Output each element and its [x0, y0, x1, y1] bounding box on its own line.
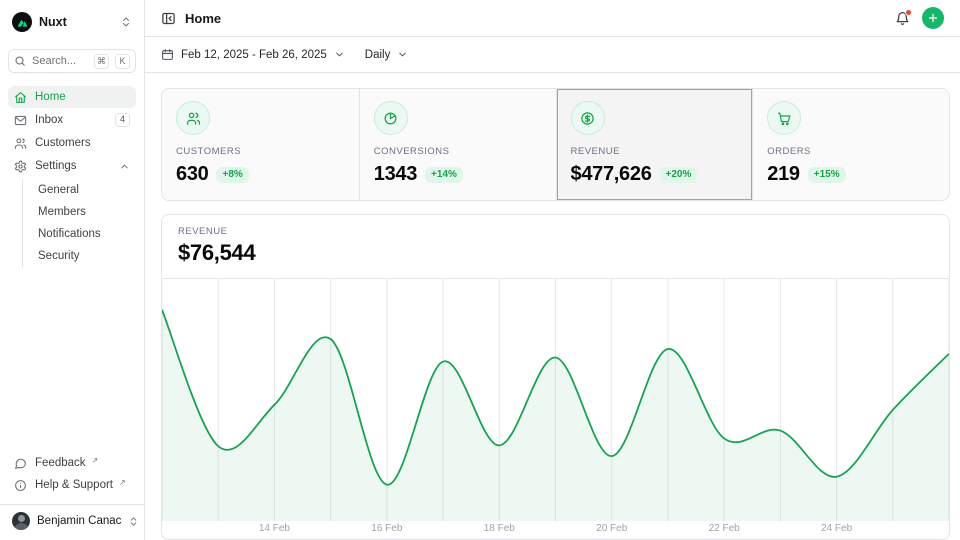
stat-delta-badge: +14% [425, 166, 463, 183]
dashboard-content: CUSTOMERS 630 +8% CONVERSIONS 1343 +14% [145, 73, 960, 540]
stats-row: CUSTOMERS 630 +8% CONVERSIONS 1343 +14% [161, 88, 950, 201]
search-icon [14, 55, 26, 67]
x-axis-tick-label: 14 Feb [258, 523, 290, 534]
panel-left-close-icon[interactable] [161, 11, 176, 26]
filters-toolbar: Feb 12, 2025 - Feb 26, 2025 Daily [145, 37, 960, 73]
workspace-switcher[interactable]: Nuxt [8, 10, 136, 34]
chevron-up-icon [119, 161, 130, 172]
chart-x-axis: 14 Feb 16 Feb 18 Feb 20 Feb 22 Feb 24 Feb [162, 521, 949, 539]
chevron-down-icon [334, 49, 345, 60]
sidebar-item-label: Customers [35, 137, 91, 149]
sidebar-item-general[interactable]: General [38, 184, 79, 196]
date-range-picker[interactable]: Feb 12, 2025 - Feb 26, 2025 [161, 48, 345, 61]
help-support-link[interactable]: Help & Support ↗ [8, 474, 136, 496]
stat-label: CUSTOMERS [176, 146, 242, 157]
sidebar-item-members[interactable]: Members [38, 206, 86, 218]
stat-value: 630 [176, 163, 209, 185]
avatar [12, 512, 30, 530]
revenue-chart-svg [162, 279, 949, 521]
stat-delta-badge: +20% [659, 166, 698, 183]
kbd-k: K [115, 53, 130, 69]
x-axis-tick-label: 22 Feb [708, 523, 740, 534]
speech-bubble-icon [14, 457, 27, 470]
granularity-value: Daily [364, 48, 391, 61]
sidebar-nav: Home Inbox 4 Customers Settings [8, 86, 136, 267]
revenue-chart-plot[interactable] [162, 279, 949, 521]
stat-label: ORDERS [767, 146, 811, 157]
chevrons-up-down-icon [120, 16, 132, 28]
x-axis-tick-label: 24 Feb [820, 523, 853, 534]
search-placeholder: Search... [32, 55, 77, 67]
x-axis-tick-label: 20 Feb [596, 523, 628, 534]
stat-label: CONVERSIONS [373, 146, 450, 157]
sidebar-item-notifications[interactable]: Notifications [38, 228, 101, 240]
user-menu[interactable]: Benjamin Canac [8, 510, 139, 532]
stat-card-orders[interactable]: ORDERS 219 +15% [752, 89, 949, 200]
home-icon [14, 91, 27, 104]
stat-delta-badge: +8% [216, 166, 249, 183]
chevrons-up-down-icon [128, 516, 139, 527]
add-button[interactable] [922, 7, 944, 30]
users-icon [14, 137, 27, 150]
gear-icon [14, 160, 27, 173]
sidebar-item-label: Inbox [35, 114, 64, 126]
revenue-line [162, 309, 949, 486]
sidebar-spacer [8, 267, 136, 452]
revenue-chart-card: REVENUE $76,544 14 Feb 16 Feb 18 Feb 20 Feb… [161, 214, 950, 540]
plus-icon [927, 12, 939, 24]
calendar-icon [161, 48, 174, 61]
feedback-link[interactable]: Feedback ↗ [8, 452, 136, 474]
page-title: Home [185, 10, 222, 26]
chevron-down-icon [397, 49, 408, 60]
workspace-name: Nuxt [39, 15, 67, 29]
stat-value: 219 [767, 163, 800, 185]
chart-header: REVENUE $76,544 [162, 215, 949, 279]
help-support-label: Help & Support [35, 479, 113, 491]
external-link-icon: ↗ [119, 477, 126, 487]
revenue-area-fill [162, 309, 949, 521]
search-input[interactable]: Search... ⌘ K [8, 49, 136, 73]
stat-card-revenue[interactable]: REVENUE $477,626 +20% [555, 89, 753, 200]
dollar-circle-icon [570, 101, 605, 135]
stat-delta-badge: +15% [807, 166, 846, 183]
stat-label: REVENUE [570, 146, 620, 157]
chart-label: REVENUE [178, 226, 228, 237]
user-name: Benjamin Canac [37, 515, 122, 527]
granularity-select[interactable]: Daily [365, 49, 409, 61]
x-axis-tick-label: 18 Feb [483, 523, 515, 534]
info-circle-icon [14, 479, 27, 492]
x-axis-tick-label: 16 Feb [371, 523, 403, 534]
inbox-count-badge: 4 [114, 113, 130, 127]
stat-card-conversions[interactable]: CONVERSIONS 1343 +14% [358, 89, 556, 200]
settings-subnav: General Members Notifications Security [22, 179, 136, 267]
sidebar-item-security[interactable]: Security [38, 250, 80, 262]
users-icon [176, 101, 210, 135]
feedback-label: Feedback [35, 457, 86, 469]
date-range-value: Feb 12, 2025 - Feb 26, 2025 [181, 48, 327, 61]
notification-dot [905, 8, 912, 16]
sidebar-divider [0, 504, 144, 505]
chart-total-value: $76,544 [178, 240, 256, 265]
external-link-icon: ↗ [91, 455, 99, 465]
chart-pie-icon [373, 101, 408, 135]
sidebar-item-label: Home [35, 91, 66, 103]
header-actions [895, 7, 944, 30]
sidebar-item-home[interactable]: Home [8, 86, 136, 108]
shopping-cart-icon [767, 101, 802, 135]
sidebar-item-settings[interactable]: Settings [8, 155, 136, 177]
sidebar-item-customers[interactable]: Customers [8, 132, 136, 154]
stat-card-customers[interactable]: CUSTOMERS 630 +8% [162, 89, 359, 200]
main-area: Home Feb 12, 2025 - Feb 26, 2025 [145, 0, 960, 540]
sidebar-item-label: Settings [35, 160, 77, 172]
notifications-bell-button[interactable] [895, 8, 912, 26]
sidebar: Nuxt Search... ⌘ K Home [0, 0, 145, 540]
stat-value: $477,626 [570, 163, 652, 185]
inbox-icon [14, 114, 27, 127]
sidebar-item-inbox[interactable]: Inbox 4 [8, 109, 136, 131]
stat-value: 1343 [373, 163, 418, 185]
page-header: Home [145, 0, 960, 38]
kbd-meta: ⌘ [94, 53, 109, 69]
nuxt-logo-icon [12, 12, 32, 32]
